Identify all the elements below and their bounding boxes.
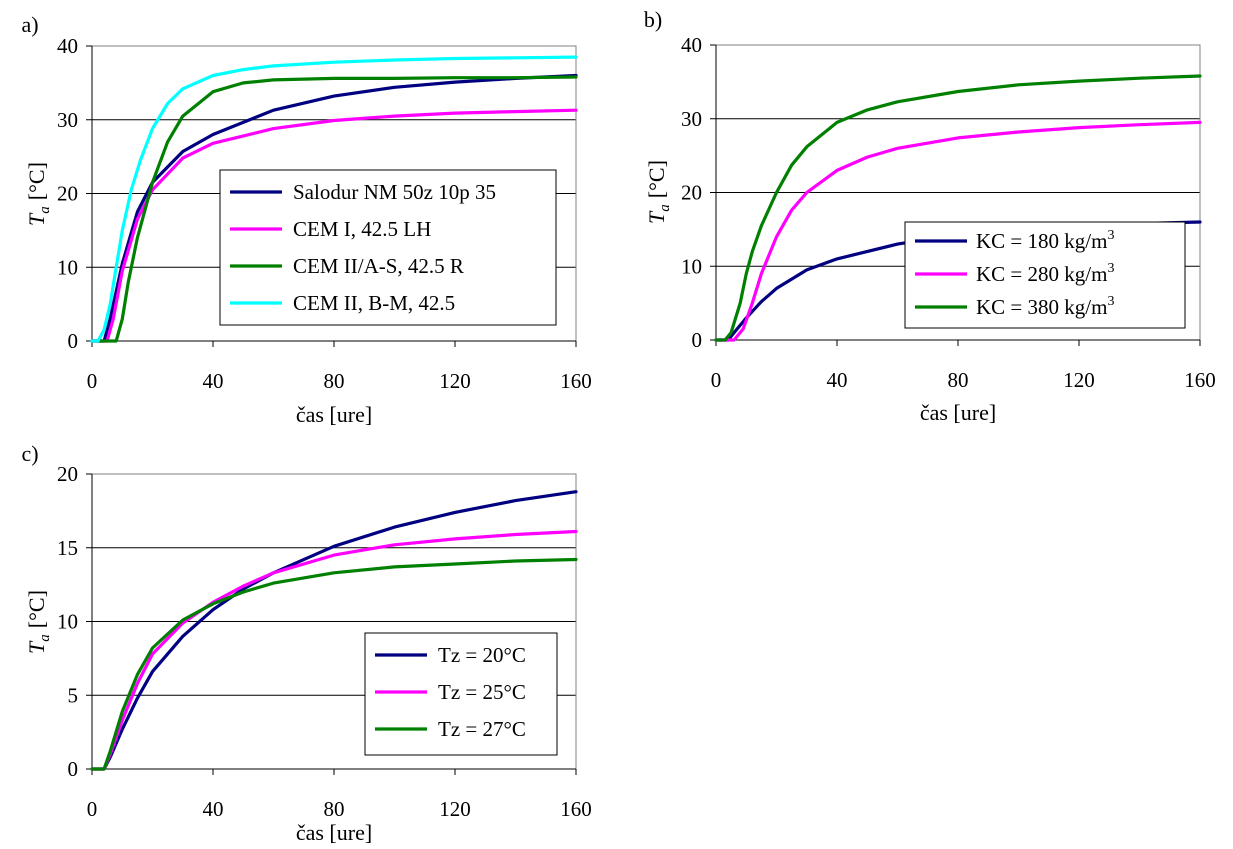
x-tick-label: 80 <box>324 369 345 393</box>
legend-label: Salodur NM 50z 10p 35 <box>293 180 496 204</box>
x-tick-label: 0 <box>711 368 722 392</box>
legend-label: KC = 280 kg/m3 <box>976 261 1114 286</box>
series-line <box>90 108 578 343</box>
x-tick-label: 40 <box>203 369 224 393</box>
y-tick-label: 10 <box>681 254 702 278</box>
y-tick-label: 40 <box>57 34 78 58</box>
chart-panel: b) 0 10 20 30 40 0 40 80 120 160 čas [ure] Ta [°C] KC … <box>644 7 1216 425</box>
x-tick-label: 0 <box>87 369 98 393</box>
x-axis-label: čas [ure] <box>920 400 996 425</box>
legend-label: CEM II/A-S, 42.5 R <box>293 254 464 278</box>
y-axis-label-unit: [°C] <box>24 162 49 200</box>
legend: Salodur NM 50z 10p 35 CEM I, 42.5 LH CEM I… <box>219 169 557 326</box>
legend-label-text: Salodur NM 50z 10p 35 <box>293 180 496 204</box>
y-tick-label: 0 <box>68 329 79 353</box>
y-tick-label: 30 <box>57 108 78 132</box>
legend: Tz = 20°C Tz = 25°C Tz = 27°C <box>364 632 558 756</box>
y-axis-label: Ta [°C] <box>644 160 673 224</box>
legend-label-superscript: 3 <box>1107 261 1114 276</box>
y-axis-label-symbol: T <box>24 212 49 226</box>
series-line <box>90 55 578 343</box>
series-line <box>714 74 1202 342</box>
x-tick-label: 0 <box>87 797 98 821</box>
y-axis-label-symbol: T <box>24 640 49 654</box>
legend-box <box>364 632 558 756</box>
y-tick-label: 20 <box>681 181 702 205</box>
x-tick-label: 120 <box>439 797 471 821</box>
legend-label: CEM II, B-M, 42.5 <box>293 291 455 315</box>
panel-label: b) <box>644 7 662 32</box>
y-axis-label-unit: [°C] <box>24 590 49 628</box>
x-tick-label: 80 <box>324 797 345 821</box>
legend-label-text: KC = 180 kg/m <box>976 229 1107 253</box>
legend-label-text: CEM II, B-M, 42.5 <box>293 291 455 315</box>
legend-label-text: KC = 280 kg/m <box>976 262 1107 286</box>
series-line <box>90 73 578 343</box>
y-axis-label-unit: [°C] <box>644 160 669 198</box>
x-tick-label: 160 <box>560 369 592 393</box>
x-tick-label: 160 <box>560 797 592 821</box>
y-axis-label-subscript: a <box>37 634 53 642</box>
series-line <box>90 557 578 771</box>
x-tick-label: 120 <box>439 369 471 393</box>
x-tick-label: 40 <box>203 797 224 821</box>
y-axis-label: Ta [°C] <box>24 590 53 654</box>
panel-label: a) <box>21 12 38 37</box>
legend-label: Tz = 27°C <box>438 717 526 741</box>
y-tick-label: 20 <box>57 182 78 206</box>
y-tick-label: 15 <box>57 536 78 560</box>
legend-label-superscript: 3 <box>1107 228 1114 243</box>
x-tick-label: 80 <box>948 368 969 392</box>
legend-label: Tz = 20°C <box>438 643 526 667</box>
series-line <box>90 75 578 343</box>
chart-panel: c) 0 5 10 15 20 0 40 80 120 160 čas [ure] Ta [°C] Tz =… <box>21 441 591 845</box>
legend-label: KC = 180 kg/m3 <box>976 228 1114 253</box>
y-tick-label: 5 <box>68 683 79 707</box>
legend-label: Tz = 25°C <box>438 680 526 704</box>
y-tick-label: 10 <box>57 610 78 634</box>
legend-label-text: CEM II/A-S, 42.5 R <box>293 254 464 278</box>
y-tick-label: 0 <box>692 328 703 352</box>
y-tick-label: 30 <box>681 107 702 131</box>
legend-label-text: CEM I, 42.5 LH <box>293 217 431 241</box>
y-axis-label-subscript: a <box>657 204 673 212</box>
series-line <box>714 120 1202 342</box>
series-line <box>90 490 578 771</box>
legend-label-text: KC = 380 kg/m <box>976 295 1107 319</box>
y-axis-label: Ta [°C] <box>24 162 53 226</box>
y-tick-label: 40 <box>681 33 702 57</box>
legend-label-text: Tz = 20°C <box>438 643 526 667</box>
legend-label: CEM I, 42.5 LH <box>293 217 431 241</box>
chart-panel: a) 0 10 20 30 40 0 40 80 120 160 čas [ure] Ta [°C] Sal… <box>21 12 591 427</box>
x-axis-label: čas [ure] <box>296 402 372 427</box>
y-axis-label-subscript: a <box>37 206 53 214</box>
legend-label: KC = 380 kg/m3 <box>976 294 1114 319</box>
legend-label-text: Tz = 27°C <box>438 717 526 741</box>
legend-label-text: Tz = 25°C <box>438 680 526 704</box>
y-axis-label-symbol: T <box>644 210 669 224</box>
x-tick-label: 160 <box>1184 368 1216 392</box>
y-tick-label: 20 <box>57 462 78 486</box>
x-tick-label: 40 <box>827 368 848 392</box>
x-axis-label: čas [ure] <box>296 820 372 845</box>
y-tick-label: 0 <box>68 757 79 781</box>
y-tick-label: 10 <box>57 255 78 279</box>
legend-label-superscript: 3 <box>1107 294 1114 309</box>
legend-box <box>219 169 557 326</box>
x-tick-label: 120 <box>1063 368 1095 392</box>
panel-label: c) <box>21 441 38 466</box>
